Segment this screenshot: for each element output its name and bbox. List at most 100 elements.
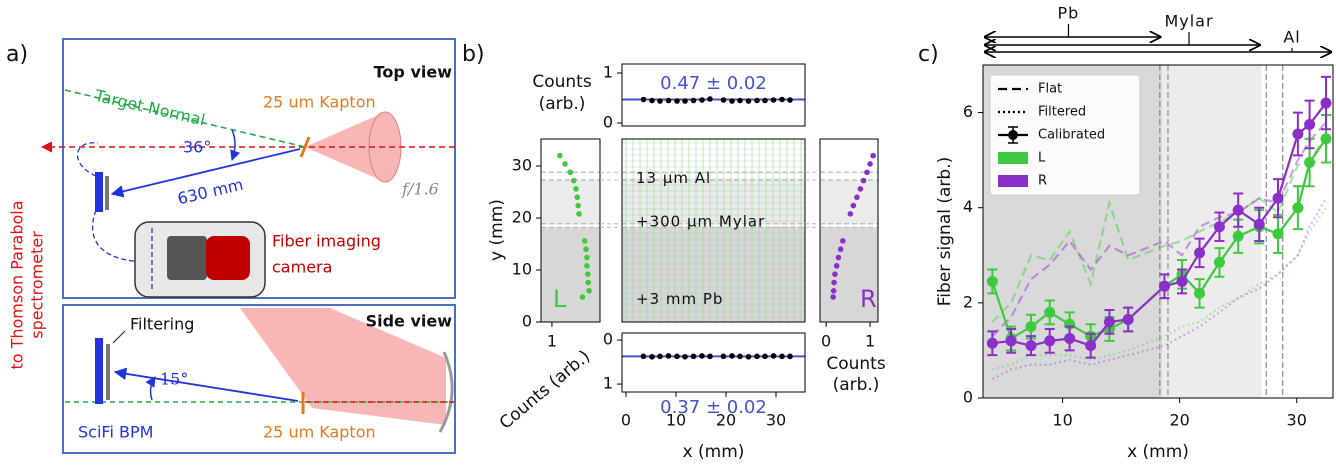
point — [567, 169, 574, 176]
point — [729, 353, 735, 359]
point — [583, 246, 589, 253]
profile-name: R — [860, 285, 877, 313]
point — [787, 97, 793, 103]
point — [586, 288, 592, 294]
point — [707, 96, 713, 102]
plot-frame — [621, 63, 806, 127]
profile-name: L — [553, 285, 567, 313]
point — [1158, 280, 1170, 292]
y-tick-label: 2 — [963, 292, 973, 311]
layer-label: Pb — [1058, 4, 1080, 23]
point — [754, 97, 760, 104]
filter-pointer — [112, 330, 126, 344]
region-shade — [820, 180, 878, 224]
plot-frame — [621, 332, 806, 393]
point — [570, 177, 577, 184]
point — [850, 202, 857, 209]
point — [779, 96, 785, 103]
point — [575, 202, 581, 209]
point — [690, 353, 697, 360]
point — [737, 353, 743, 360]
point — [657, 98, 663, 104]
kapton-label: 25 um Kapton — [263, 93, 376, 112]
point — [665, 353, 672, 359]
angle-label: 36° — [183, 138, 211, 157]
region-shade — [820, 227, 878, 322]
beam — [240, 308, 446, 425]
camera-body — [167, 236, 207, 280]
point — [860, 177, 867, 184]
legend-errbar — [1008, 126, 1018, 144]
legend-box — [989, 74, 1141, 196]
point — [1064, 333, 1076, 345]
point — [1044, 306, 1056, 318]
point — [1122, 314, 1134, 326]
point — [870, 152, 876, 159]
layer-label: Al — [1283, 28, 1300, 47]
x-tick-label: 1 — [547, 332, 557, 351]
x-axis-label: x (mm) — [1127, 442, 1189, 462]
x-axis-label: x (mm) — [683, 442, 745, 462]
point — [847, 211, 854, 217]
point — [707, 353, 713, 360]
point — [986, 275, 998, 287]
point — [1320, 133, 1332, 145]
y-axis-label: Fiber signal (arb.) — [935, 157, 955, 306]
distance-arrow — [113, 367, 299, 402]
distance-arrow — [110, 148, 301, 198]
point — [830, 294, 836, 300]
region-shade — [1162, 65, 1262, 398]
point — [1085, 340, 1097, 352]
point — [674, 98, 680, 104]
point — [1292, 202, 1304, 214]
legend-swatch — [998, 152, 1028, 164]
filter — [105, 176, 109, 210]
point — [1194, 287, 1206, 299]
plot-frame — [540, 138, 601, 323]
point — [854, 194, 860, 201]
point — [579, 294, 586, 300]
point — [584, 254, 590, 261]
legend-label: R — [1038, 174, 1047, 189]
point — [867, 161, 873, 167]
point — [720, 97, 727, 103]
plot-frame — [819, 138, 879, 323]
y-axis-label: (arb.) — [539, 94, 586, 114]
point — [770, 353, 777, 359]
point — [682, 98, 688, 104]
y-axis-label: Counts — [532, 72, 591, 92]
legend-label: Flat — [1038, 82, 1062, 97]
mirror — [438, 351, 454, 433]
panel-label: a) — [6, 42, 28, 67]
point — [1292, 128, 1304, 140]
point — [745, 98, 752, 104]
point — [1176, 275, 1188, 287]
top-view-box — [62, 38, 456, 299]
y-tick-label: 0 — [603, 330, 613, 349]
spectrometer-label: to Thomson Parabola — [8, 200, 27, 369]
point — [770, 97, 777, 103]
layer-label: 13 μm Al — [636, 169, 711, 187]
point — [1304, 118, 1316, 130]
point — [1044, 335, 1056, 347]
point — [720, 353, 727, 360]
point — [657, 353, 663, 360]
camera-label: Fiber imaging — [272, 232, 381, 251]
layer-label: +300 μm Mylar — [636, 212, 765, 230]
x-tick-label: 0 — [821, 332, 831, 351]
detector — [95, 172, 103, 212]
detector-label: SciFi BPM — [78, 423, 153, 442]
fiber — [91, 209, 151, 263]
annotation: 0.47 ± 0.02 — [660, 73, 767, 94]
point — [787, 353, 793, 360]
point — [573, 186, 579, 192]
annotation: 0.37 ± 0.02 — [660, 397, 767, 418]
x-axis-label: Counts — [826, 354, 885, 374]
filter — [106, 344, 110, 400]
panel-label: c) — [918, 42, 939, 67]
y-tick-label: 0 — [522, 312, 532, 331]
region-shade — [541, 227, 600, 322]
point — [745, 353, 752, 360]
point — [649, 97, 655, 104]
x-tick-label: 1 — [865, 332, 875, 351]
